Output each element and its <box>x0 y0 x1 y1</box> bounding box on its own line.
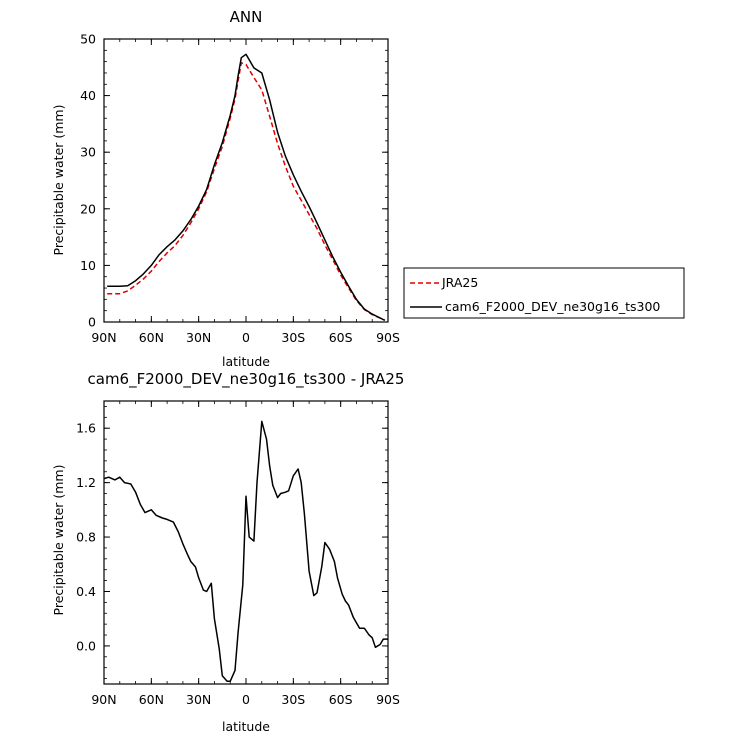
top-y-tick-label: 20 <box>80 201 96 216</box>
top-x-tick-label: 60N <box>139 330 164 345</box>
bottom-y-tick-label: 1.6 <box>76 421 96 436</box>
top-x-tick-label: 90S <box>376 330 400 345</box>
legend: JRA25 cam6_F2000_DEV_ne30g16_ts300 <box>403 267 685 319</box>
bottom-series-line-difference <box>103 420 388 683</box>
top-y-tick-label: 30 <box>80 145 96 160</box>
top-series-line-cam6 <box>107 53 386 321</box>
bottom-y-tick-label: 1.2 <box>76 475 96 490</box>
bottom-x-tick-label: 90N <box>91 692 116 707</box>
top-x-tick-label: 30S <box>281 330 305 345</box>
bottom-x-tick-label: 90S <box>376 692 400 707</box>
top-y-tick-label: 0 <box>88 315 96 330</box>
bottom-x-tick-label: 60S <box>329 692 353 707</box>
bottom-y-tick-label: 0.0 <box>76 638 96 653</box>
top-panel: ANN Precipitable water (mm) latitude 0 10… <box>51 8 685 369</box>
top-x-tick-label: 90N <box>91 330 116 345</box>
top-y-axis-label: Precipitable water (mm) <box>51 105 66 256</box>
top-chart-title: ANN <box>230 8 263 26</box>
top-y-tick-label: 10 <box>80 258 96 273</box>
top-series-line-jra25 <box>107 62 386 321</box>
bottom-x-axis-label: latitude <box>222 719 270 734</box>
legend-label-cam6: cam6_F2000_DEV_ne30g16_ts300 <box>445 299 660 314</box>
bottom-x-tick-label: 60N <box>139 692 164 707</box>
top-plot-frame <box>103 38 389 323</box>
bottom-chart-title: cam6_F2000_DEV_ne30g16_ts300 - JRA25 <box>88 370 405 389</box>
top-x-tick-label: 60S <box>329 330 353 345</box>
bottom-x-tick-label: 30N <box>186 692 211 707</box>
legend-box <box>403 267 685 319</box>
bottom-y-axis-label: Precipitable water (mm) <box>51 465 66 616</box>
top-x-tick-label: 30N <box>186 330 211 345</box>
top-x-tick-label: 0 <box>242 330 250 345</box>
bottom-plot-frame <box>103 400 389 685</box>
top-y-tick-label: 40 <box>80 88 96 103</box>
top-y-tick-label: 50 <box>80 32 96 47</box>
bottom-x-tick-label: 0 <box>242 692 250 707</box>
legend-label-jra25: JRA25 <box>441 275 478 290</box>
bottom-x-tick-label: 30S <box>281 692 305 707</box>
bottom-y-tick-label: 0.8 <box>76 530 96 545</box>
bottom-panel: cam6_F2000_DEV_ne30g16_ts300 - JRA25 Pre… <box>51 370 404 734</box>
bottom-y-tick-label: 0.4 <box>76 584 96 599</box>
top-x-axis-label: latitude <box>222 354 270 369</box>
